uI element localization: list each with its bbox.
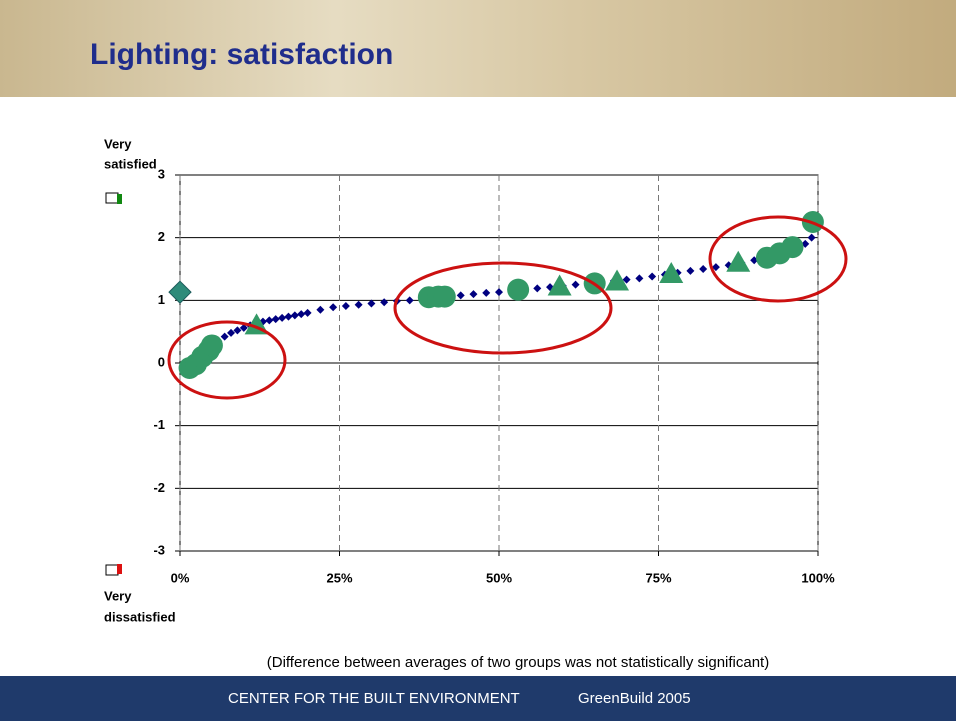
y-tick-label: -3 [153,542,165,557]
x-tick-label: 75% [645,570,671,585]
bottom-label: dissatisfied [104,609,176,624]
point [342,302,350,310]
thumb-down-icon [106,564,122,575]
x-tick-label: 100% [801,570,835,585]
y-tick-label: -2 [153,480,165,495]
x-tick-label: 50% [486,570,512,585]
top-label: satisfied [104,156,157,171]
point [221,333,229,341]
point [808,234,816,242]
point [297,310,305,318]
point [201,334,223,356]
point [507,279,529,301]
point [291,311,299,319]
point [265,316,273,324]
point [329,303,337,311]
y-tick-label: 0 [158,354,165,369]
point [284,313,292,321]
point [726,251,750,272]
bottom-label: Very [104,588,132,603]
point [278,314,286,322]
point [434,286,456,308]
y-tick-label: 2 [158,229,165,244]
point [635,274,643,282]
y-tick-label: -1 [153,417,165,432]
note: (Difference between averages of two grou… [267,654,769,671]
highlight-ellipses [169,217,846,398]
x-tick-label: 0% [171,570,190,585]
point [482,289,490,297]
point [457,291,465,299]
footer-org: CENTER FOR THE BUILT ENVIRONMENT [228,690,520,707]
point [304,309,312,317]
point [380,298,388,306]
chart: Very satisfied Very dissatisfied (Differ… [0,0,956,676]
point [699,265,707,273]
x-tick-label: 25% [326,570,352,585]
point [272,315,280,323]
point [406,296,414,304]
thumb-up-icon [106,193,122,204]
y-tick-label: 1 [158,292,165,307]
point [781,236,803,258]
footer-event: GreenBuild 2005 [578,690,691,707]
point [469,290,477,298]
point [686,267,694,275]
footer: CENTER FOR THE BUILT ENVIRONMENT GreenBu… [0,676,956,721]
slide: Lighting: satisfaction Very satisfied Ve… [0,0,956,721]
point [316,306,324,314]
point [648,273,656,281]
point [572,281,580,289]
point [495,288,503,296]
top-label: Very [104,136,132,151]
point [355,301,363,309]
point [533,284,541,292]
y-tick-label: 3 [158,166,165,181]
